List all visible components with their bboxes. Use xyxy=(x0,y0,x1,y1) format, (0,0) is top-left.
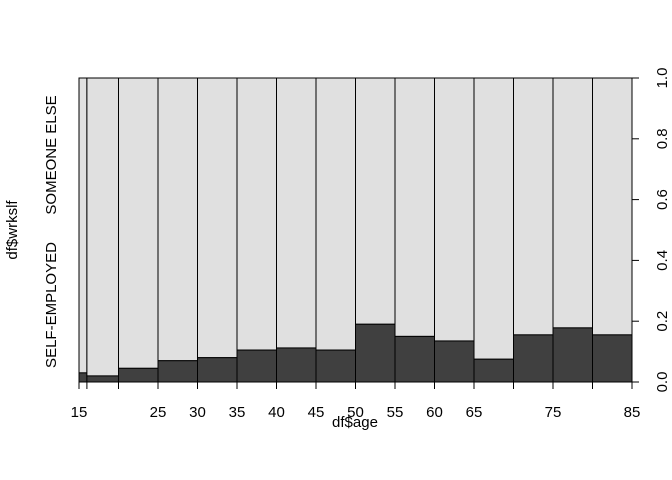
y-tick-label-5: 1.0 xyxy=(654,68,671,89)
bar-self-employed-12 xyxy=(513,334,554,383)
x-tick-label-6: 50 xyxy=(347,404,364,421)
bar-someone-else-5 xyxy=(236,77,277,351)
bar-someone-else-4 xyxy=(197,77,238,359)
bar-self-employed-9 xyxy=(394,335,435,383)
bar-someone-else-14 xyxy=(592,77,633,336)
bar-self-employed-10 xyxy=(434,340,475,383)
y-tick-label-2: 0.4 xyxy=(654,250,671,271)
bar-self-employed-3 xyxy=(157,360,198,383)
x-tick-label-7: 55 xyxy=(387,404,404,421)
x-tick-label-10: 75 xyxy=(545,404,562,421)
x-tick-label-3: 35 xyxy=(229,404,246,421)
bar-self-employed-5 xyxy=(236,349,277,383)
y-tick-label-4: 0.8 xyxy=(654,128,671,149)
x-axis-title: df$age xyxy=(332,414,378,431)
bar-someone-else-12 xyxy=(513,77,554,336)
bar-self-employed-13 xyxy=(552,327,593,383)
bar-someone-else-7 xyxy=(315,77,356,351)
x-tick-label-4: 40 xyxy=(268,404,285,421)
y-tick-label-1: 0.2 xyxy=(654,311,671,332)
bar-someone-else-2 xyxy=(118,77,159,369)
x-tick-label-1: 25 xyxy=(150,404,167,421)
y-axis: 0.0 0.2 0.4 0.6 0.8 1.0 xyxy=(631,68,671,393)
x-tick-label-8: 60 xyxy=(426,404,443,421)
x-tick-label-9: 65 xyxy=(466,404,483,421)
x-tick-label-2: 30 xyxy=(189,404,206,421)
bars-group xyxy=(78,77,633,383)
x-tick-label-11: 85 xyxy=(624,404,641,421)
bar-self-employed-6 xyxy=(276,347,317,383)
category-label-self-employed: SELF-EMPLOYED xyxy=(43,242,60,368)
bar-someone-else-8 xyxy=(355,77,396,325)
bar-self-employed-0 xyxy=(78,372,88,383)
y-tick-label-3: 0.6 xyxy=(654,189,671,210)
bar-someone-else-11 xyxy=(473,77,514,360)
bar-someone-else-3 xyxy=(157,77,198,362)
x-axis: 15 25 30 35 40 45 50 55 60 65 75 85 xyxy=(71,381,641,421)
bar-someone-else-13 xyxy=(552,77,593,329)
bar-self-employed-7 xyxy=(315,349,356,383)
bar-someone-else-1 xyxy=(86,77,120,377)
bar-someone-else-9 xyxy=(394,77,435,337)
y-tick-label-0: 0.0 xyxy=(654,372,671,393)
bar-self-employed-14 xyxy=(592,334,633,383)
bar-self-employed-4 xyxy=(197,357,238,383)
bar-self-employed-8 xyxy=(355,323,396,383)
bar-someone-else-6 xyxy=(276,77,317,349)
x-tick-label-5: 45 xyxy=(308,404,325,421)
bar-self-employed-2 xyxy=(118,367,159,383)
bar-someone-else-10 xyxy=(434,77,475,342)
bar-someone-else-0 xyxy=(78,77,88,374)
x-tick-label-0: 15 xyxy=(71,404,88,421)
bar-self-employed-1 xyxy=(86,375,120,383)
bar-self-employed-11 xyxy=(473,358,514,383)
category-label-someone-else: SOMEONE ELSE xyxy=(43,95,60,214)
y-axis-title: df$wrkslf xyxy=(4,200,21,260)
